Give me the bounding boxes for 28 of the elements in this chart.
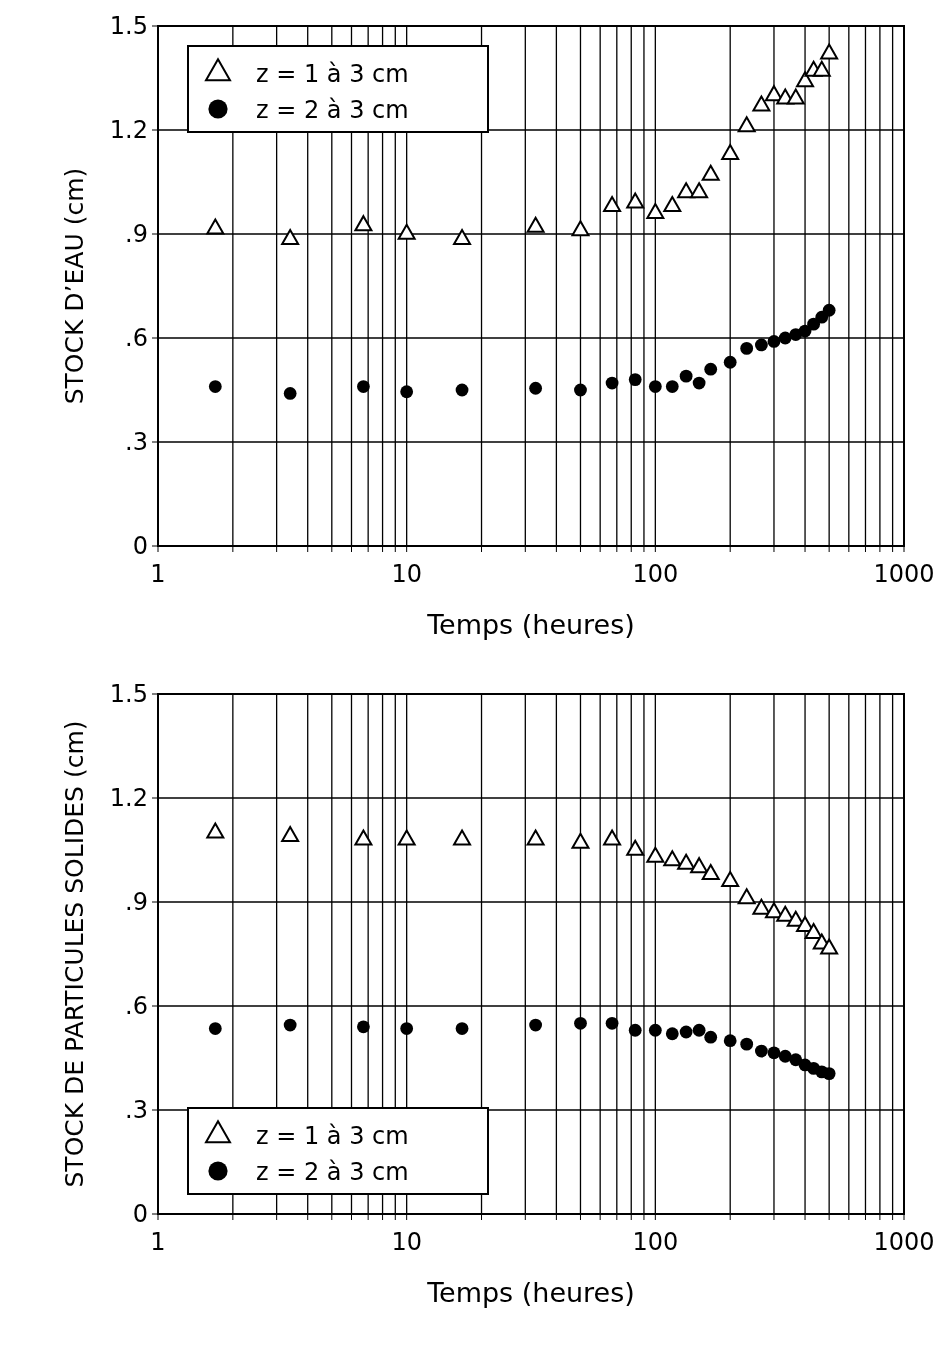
x-tick-label: 1 [150,1228,166,1256]
x-tick-label: 1000 [873,1228,935,1256]
y-tick-label: 0 [132,532,148,560]
legend-label: z = 1 à 3 cm [256,60,409,88]
x-tick-label: 10 [391,1228,422,1256]
y-axis-title: STOCK DE PARTICULES SOLIDES (cm) [60,720,89,1188]
y-tick-label: .9 [125,220,148,248]
y-axis-title: STOCK D’EAU (cm) [60,167,89,405]
y-tick-label: .6 [125,992,148,1020]
legend-label: z = 2 à 3 cm [256,96,409,124]
y-tick-label: 1.2 [109,116,148,144]
x-axis-title: Temps (heures) [426,609,635,640]
x-tick-label: 10 [391,560,422,588]
y-tick-label: .3 [125,428,148,456]
y-tick-label: 0 [132,1200,148,1228]
legend-label: z = 2 à 3 cm [256,1158,409,1186]
x-tick-label: 1 [150,560,166,588]
y-tick-label: 1.2 [109,784,148,812]
x-tick-label: 100 [632,560,679,588]
legend-label: z = 1 à 3 cm [256,1122,409,1150]
y-tick-label: 1.5 [109,680,148,708]
x-axis-title: Temps (heures) [426,1277,635,1308]
x-tick-label: 100 [632,1228,679,1256]
y-tick-label: .6 [125,324,148,352]
x-tick-label: 1000 [873,560,935,588]
y-tick-label: .3 [125,1096,148,1124]
y-tick-label: .9 [125,888,148,916]
y-tick-label: 1.5 [109,12,148,40]
